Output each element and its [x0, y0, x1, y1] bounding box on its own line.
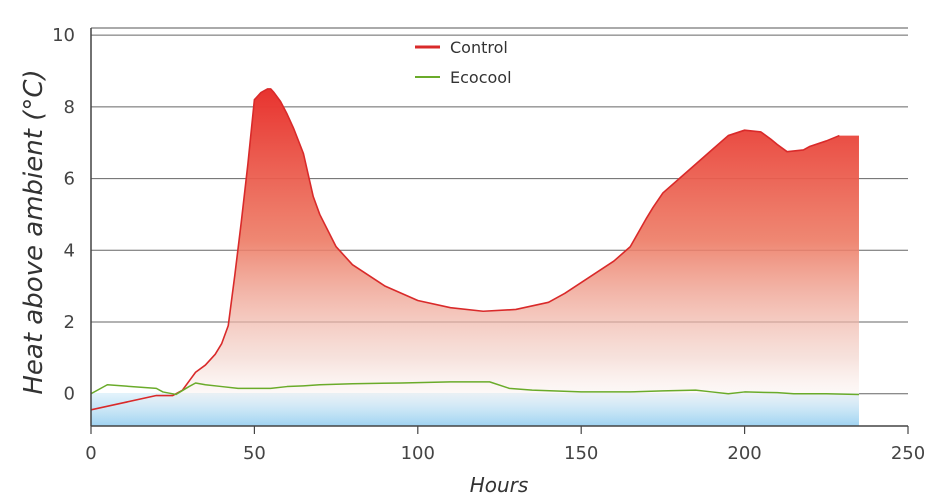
y-tick-label-0: 0: [64, 384, 75, 405]
axes: [90, 27, 909, 434]
x-tick-label-100: 100: [401, 443, 435, 464]
legend: Control Ecocool: [415, 38, 512, 87]
y-tick-label-4: 4: [64, 240, 75, 261]
x-tick-label-0: 0: [85, 443, 96, 464]
series-line-ecocool: [91, 381, 859, 396]
legend-label-control: Control: [450, 38, 508, 57]
x-tick-label-200: 200: [727, 443, 761, 464]
control-area-fill: [91, 88, 859, 426]
y-tick-label-6: 6: [64, 169, 75, 190]
x-tick-label-150: 150: [564, 443, 598, 464]
y-tick-label-10: 10: [52, 25, 75, 46]
y-tick-label-8: 8: [64, 97, 75, 118]
x-tick-label-250: 250: [891, 443, 925, 464]
x-tick-label-50: 50: [243, 443, 266, 464]
legend-label-ecocool: Ecocool: [450, 68, 512, 87]
plot-area: [91, 88, 859, 426]
x-axis-title: Hours: [470, 473, 529, 497]
y-tick-label-2: 2: [64, 312, 75, 333]
y-axis-title: Heat above ambient (°C): [19, 69, 49, 394]
series-line-control: [91, 88, 840, 411]
